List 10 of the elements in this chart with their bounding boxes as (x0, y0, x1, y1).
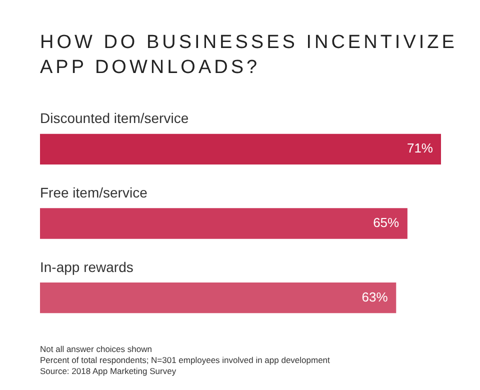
data-label: 65% (373, 215, 400, 230)
data-label: 63% (362, 289, 388, 304)
y-tick-label: In-app rewards (40, 258, 134, 275)
data-label: 71% (406, 140, 434, 156)
y-tick-label: Free item/service (40, 184, 148, 200)
text: Not all answer choices shown (40, 344, 153, 355)
source-note: Source: 2018 App Marketing Survey (40, 366, 178, 377)
text: Percent of total respondents; N=301 employees involved in app development (40, 355, 330, 366)
chart-title: HOW DO BUSINESSES INCENTIVIZE APP DOWNLOADS? (40, 31, 458, 80)
y-tick-label: Discounted item/service (40, 110, 189, 126)
